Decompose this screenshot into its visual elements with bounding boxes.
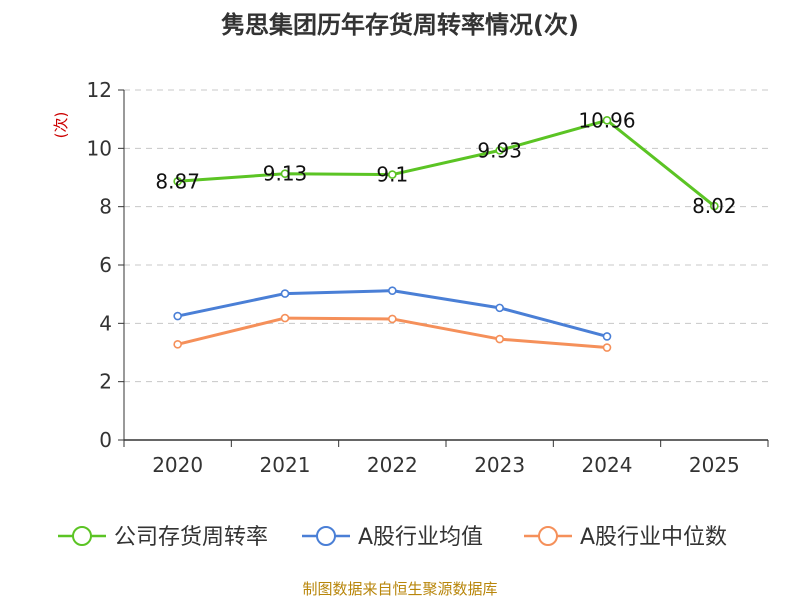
series-lines xyxy=(173,116,719,352)
legend-item-0[interactable]: 公司存货周转率 xyxy=(58,525,268,550)
data-point-series-2[interactable] xyxy=(173,340,182,349)
data-source-note: 制图数据来自恒生聚源数据库 xyxy=(302,580,497,598)
data-point-series-1[interactable] xyxy=(280,289,290,298)
x-tick-label: 2023 xyxy=(474,453,525,477)
legend-label: 公司存货周转率 xyxy=(114,525,268,550)
y-tick-label: 8 xyxy=(99,195,112,219)
data-point-series-0[interactable] xyxy=(495,146,504,155)
data-point-series-1[interactable] xyxy=(495,303,504,313)
y-tick-label: 12 xyxy=(87,78,112,102)
legend-label: A股行业中位数 xyxy=(580,525,727,550)
axes: 0 2 4 6 8 10 12 2020 2021 2022 2023 2024 2025 xyxy=(87,78,769,477)
x-tick-label: 2024 xyxy=(582,453,633,477)
legend-item-2[interactable]: A股行业中位数 xyxy=(524,525,727,550)
x-tick-label: 2022 xyxy=(367,453,418,477)
chart-title: 隽思集团历年存货周转率情况(次) xyxy=(221,11,579,39)
y-axis-unit-label: (次) xyxy=(52,112,70,139)
data-point-series-0[interactable] xyxy=(280,169,290,179)
legend-marker-icon xyxy=(538,526,558,546)
y-tick-label: 2 xyxy=(99,370,112,394)
x-tick-label: 2020 xyxy=(152,453,203,477)
legend-item-1[interactable]: A股行业均值 xyxy=(302,525,483,550)
data-point-series-1[interactable] xyxy=(173,311,182,321)
data-point-series-1[interactable] xyxy=(602,332,612,341)
data-point-series-0[interactable] xyxy=(602,116,612,125)
data-point-series-2[interactable] xyxy=(388,314,397,324)
data-point-series-0[interactable] xyxy=(388,170,397,179)
x-tick-label: 2025 xyxy=(689,453,740,477)
data-label: 8.02 xyxy=(692,194,737,218)
y-tick-label: 4 xyxy=(99,311,112,335)
grid-lines xyxy=(124,89,768,383)
y-tick-label: 0 xyxy=(99,428,112,452)
series-line-0 xyxy=(176,118,716,208)
legend-marker-icon xyxy=(316,526,336,546)
legend-marker-icon xyxy=(72,526,92,546)
data-point-series-2[interactable] xyxy=(602,343,612,352)
legend: 公司存货周转率 A股行业均值 A股行业中位数 xyxy=(58,525,727,550)
y-tick-label: 10 xyxy=(87,136,112,160)
data-point-series-0[interactable] xyxy=(173,176,182,186)
data-labels: 8.87 9.13 9.1 9.93 10.96 8.02 xyxy=(155,108,736,218)
data-label: 9.13 xyxy=(263,162,308,186)
legend-label: A股行业均值 xyxy=(358,525,483,550)
data-label: 8.87 xyxy=(155,169,200,193)
data-point-series-1[interactable] xyxy=(388,286,397,295)
data-point-series-2[interactable] xyxy=(495,334,504,344)
data-label: 9.93 xyxy=(477,138,522,162)
x-tick-label: 2021 xyxy=(260,453,311,477)
data-label: 10.96 xyxy=(578,108,635,132)
data-point-series-0[interactable] xyxy=(710,201,719,211)
data-point-series-2[interactable] xyxy=(280,313,290,323)
y-tick-label: 6 xyxy=(99,253,112,277)
data-label: 9.1 xyxy=(376,163,408,187)
